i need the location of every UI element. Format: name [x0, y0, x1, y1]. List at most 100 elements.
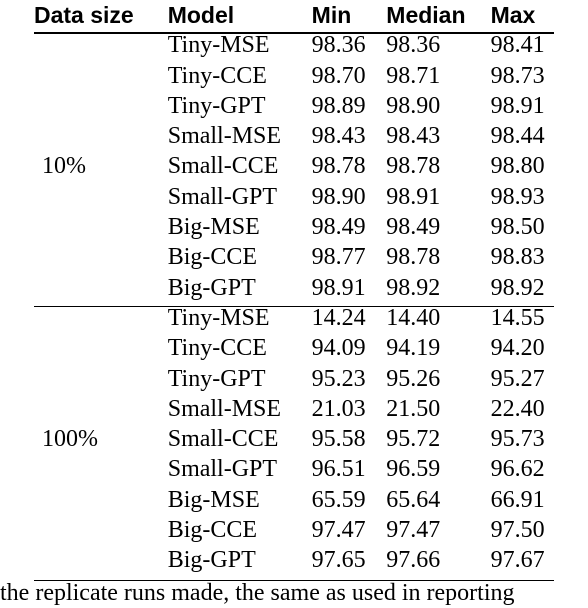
- min-cell: 98.89: [311, 92, 366, 119]
- model-cell: Tiny-CCE: [167, 62, 267, 89]
- header-min: Min: [311, 2, 352, 28]
- max-cell: 98.91: [490, 92, 545, 119]
- max-cell: 98.41: [490, 32, 545, 59]
- max-cell: 98.83: [490, 244, 545, 271]
- max-cell: 97.50: [490, 517, 545, 544]
- median-cell: 95.72: [386, 426, 441, 453]
- max-cell: 98.80: [490, 153, 545, 180]
- model-cell: Big-CCE: [167, 244, 258, 271]
- group-separator-rule: [34, 306, 554, 307]
- max-cell: 98.93: [490, 183, 545, 210]
- min-cell: 98.36: [311, 32, 366, 59]
- table-row: Big-GPT 97.65 97.66 97.67: [34, 545, 554, 575]
- max-cell: 22.40: [490, 395, 545, 422]
- header-median: Median: [386, 2, 466, 28]
- median-cell: 65.64: [386, 486, 441, 513]
- min-cell: 14.24: [311, 304, 366, 331]
- data-size-cell: 10%: [42, 153, 86, 180]
- min-cell: 21.03: [311, 395, 366, 422]
- model-cell: Small-GPT: [167, 456, 278, 483]
- table-row: 10% Tiny-MSE 98.36 98.36 98.41: [34, 30, 554, 179]
- median-cell: 98.36: [386, 32, 441, 59]
- min-cell: 98.43: [311, 123, 366, 150]
- table-row: 100% Tiny-MSE 14.24 14.40 14.55: [34, 303, 554, 452]
- header-data-size: Data size: [34, 2, 134, 28]
- table-row: Big-GPT 98.91 98.92 98.92: [34, 273, 554, 303]
- table-row: Big-CCE 97.47 97.47 97.50: [34, 515, 554, 545]
- min-cell: 95.23: [311, 365, 366, 392]
- median-cell: 97.66: [386, 547, 441, 574]
- median-cell: 98.49: [386, 214, 441, 241]
- table-row: Big-MSE 65.59 65.64 66.91: [34, 485, 554, 515]
- model-cell: Tiny-CCE: [167, 335, 267, 362]
- median-cell: 98.92: [386, 274, 441, 301]
- header-max: Max: [490, 2, 536, 28]
- max-cell: 95.27: [490, 365, 545, 392]
- model-cell: Tiny-MSE: [167, 304, 270, 331]
- caption-text: the replicate runs made, the same as use…: [0, 580, 515, 606]
- max-cell: 96.62: [490, 456, 545, 483]
- header-row: Data size Model Min Median Max: [34, 0, 554, 30]
- max-cell: 98.92: [490, 274, 545, 301]
- model-cell: Tiny-MSE: [167, 32, 270, 59]
- table-row: Big-MSE 98.49 98.49 98.50: [34, 212, 554, 242]
- model-cell: Small-MSE: [167, 395, 282, 422]
- median-cell: 21.50: [386, 395, 441, 422]
- model-cell: Big-GPT: [167, 547, 256, 574]
- results-table: Data size Model Min Median Max 10% Tiny-M…: [34, 0, 554, 576]
- min-cell: 94.09: [311, 335, 366, 362]
- min-cell: 98.70: [311, 62, 366, 89]
- top-rule: [34, 32, 554, 34]
- table-row: Tiny-CCE 98.70 98.71 98.73: [34, 61, 554, 91]
- table-row: Tiny-CCE 94.09 94.19 94.20: [34, 333, 554, 363]
- model-cell: Small-CCE: [167, 153, 279, 180]
- min-cell: 97.47: [311, 517, 366, 544]
- min-cell: 98.91: [311, 274, 366, 301]
- table-row: Tiny-GPT 98.89 98.90 98.91: [34, 91, 554, 121]
- median-cell: 98.78: [386, 153, 441, 180]
- table-row: Small-GPT 96.51 96.59 96.62: [34, 454, 554, 484]
- max-cell: 14.55: [490, 304, 545, 331]
- min-cell: 65.59: [311, 486, 366, 513]
- model-cell: Tiny-GPT: [167, 365, 266, 392]
- max-cell: 98.73: [490, 62, 545, 89]
- header-model: Model: [167, 2, 235, 28]
- median-cell: 96.59: [386, 456, 441, 483]
- model-cell: Tiny-GPT: [167, 92, 266, 119]
- max-cell: 95.73: [490, 426, 545, 453]
- model-cell: Small-MSE: [167, 123, 282, 150]
- min-cell: 95.58: [311, 426, 366, 453]
- min-cell: 98.49: [311, 214, 366, 241]
- median-cell: 98.78: [386, 244, 441, 271]
- table-row: Small-GPT 98.90 98.91 98.93: [34, 182, 554, 212]
- min-cell: 97.65: [311, 547, 366, 574]
- median-cell: 97.47: [386, 517, 441, 544]
- table-row: Tiny-GPT 95.23 95.26 95.27: [34, 364, 554, 394]
- min-cell: 98.78: [311, 153, 366, 180]
- median-cell: 98.43: [386, 123, 441, 150]
- median-cell: 14.40: [386, 304, 441, 331]
- table-row: Big-CCE 98.77 98.78 98.83: [34, 242, 554, 272]
- max-cell: 98.50: [490, 214, 545, 241]
- median-cell: 95.26: [386, 365, 441, 392]
- min-cell: 96.51: [311, 456, 366, 483]
- min-cell: 98.77: [311, 244, 366, 271]
- data-size-cell: 100%: [42, 426, 98, 453]
- model-cell: Small-GPT: [167, 183, 278, 210]
- table-row: Small-CCE 98.78 98.78 98.80: [34, 151, 554, 181]
- median-cell: 98.71: [386, 62, 441, 89]
- median-cell: 98.90: [386, 92, 441, 119]
- model-cell: Big-GPT: [167, 274, 256, 301]
- model-cell: Big-MSE: [167, 486, 260, 513]
- table-row: Small-MSE 21.03 21.50 22.40: [34, 394, 554, 424]
- results-body: 10% Tiny-MSE 98.36 98.36 98.41 Tiny-CCE 98.70 9…: [34, 30, 554, 575]
- median-cell: 94.19: [386, 335, 441, 362]
- table-row: Small-CCE 95.58 95.72 95.73: [34, 424, 554, 454]
- table-row: Small-MSE 98.43 98.43 98.44: [34, 121, 554, 151]
- max-cell: 66.91: [490, 486, 545, 513]
- model-cell: Big-CCE: [167, 517, 258, 544]
- median-cell: 98.91: [386, 183, 441, 210]
- max-cell: 94.20: [490, 335, 545, 362]
- model-cell: Small-CCE: [167, 426, 279, 453]
- min-cell: 98.90: [311, 183, 366, 210]
